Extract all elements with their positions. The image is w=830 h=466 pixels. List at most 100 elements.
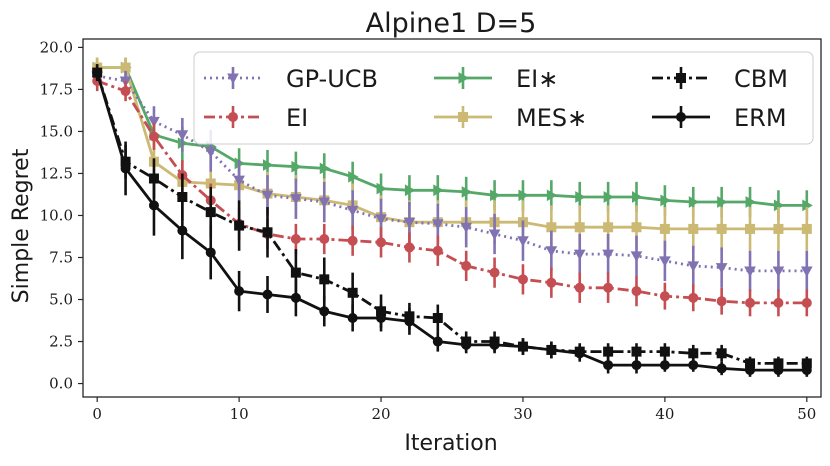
point-ei-star — [518, 189, 529, 202]
point-cbm — [347, 287, 358, 298]
point-ei-star — [745, 196, 757, 208]
point-erm — [92, 67, 103, 78]
y-tick-label: 12.5 — [40, 164, 73, 182]
point-ei — [461, 260, 472, 271]
point-gp-ucb — [715, 263, 728, 274]
point-gp-ucb — [148, 116, 160, 128]
point-erm — [290, 292, 301, 303]
point-cbm — [262, 227, 273, 238]
point-ei — [319, 234, 330, 245]
point-mes-star — [801, 223, 812, 234]
point-ei-star — [575, 191, 586, 203]
point-gp-ucb — [659, 256, 671, 267]
line-ei-star — [97, 66, 807, 207]
legend: GP-UCB EI EI∗ MES∗ CBM ERM — [193, 51, 814, 145]
y-tick-label: 5.0 — [49, 291, 73, 309]
y-tick-label: 0.0 — [49, 375, 73, 393]
point-cbm — [716, 348, 727, 359]
point-erm — [688, 360, 699, 371]
point-ei-star — [433, 184, 444, 197]
y-tick-label: 17.5 — [40, 80, 73, 98]
x-tick-label: 20 — [371, 405, 390, 423]
point-erm — [177, 225, 188, 236]
point-erm — [120, 163, 131, 174]
point-mes-star — [603, 222, 614, 233]
legend-marker — [458, 72, 470, 84]
point-gp-ucb — [375, 214, 387, 225]
y-tick-label: 20.0 — [40, 38, 73, 56]
legend-item-cbm: CBM — [652, 65, 788, 93]
point-gp-ucb — [772, 266, 785, 277]
point-ei — [801, 297, 812, 308]
x-tick-label: 40 — [655, 405, 674, 423]
x-tick-label: 50 — [797, 405, 816, 423]
point-ei-star — [461, 186, 473, 198]
x-tick-label: 0 — [92, 405, 102, 423]
legend-label: GP-UCB — [286, 65, 378, 93]
legend-item-erm: ERM — [652, 104, 787, 132]
legend-box — [193, 51, 814, 145]
point-ei — [574, 282, 585, 293]
point-gp-ucb — [744, 266, 756, 277]
legend-label: ERM — [734, 104, 787, 132]
point-ei — [347, 235, 358, 246]
legend-label: EI∗ — [516, 65, 558, 93]
point-ei-star — [688, 196, 700, 208]
point-gp-ucb — [488, 229, 501, 240]
point-erm — [716, 363, 727, 374]
legend-item-mes-star: MES∗ — [434, 104, 587, 132]
point-gp-ucb — [630, 251, 643, 262]
point-gp-ucb — [517, 236, 529, 247]
point-ei — [404, 242, 415, 253]
legend-label: MES∗ — [516, 104, 587, 132]
y-tick-label: 15.0 — [40, 122, 73, 140]
point-erm — [489, 339, 500, 350]
legend-marker — [676, 112, 686, 122]
point-ei-star — [291, 160, 302, 173]
legend-marker — [228, 112, 238, 122]
plot-frame — [82, 38, 822, 398]
point-ei — [376, 237, 387, 248]
point-cbm — [319, 274, 330, 285]
point-gp-ucb — [431, 219, 444, 230]
point-gp-ucb — [261, 190, 274, 202]
point-ei — [659, 291, 670, 302]
point-erm — [376, 313, 387, 324]
x-tick-label: 10 — [230, 405, 249, 423]
point-gp-ucb — [290, 194, 302, 205]
point-erm — [745, 365, 756, 376]
point-ei — [716, 296, 727, 307]
point-ei-star — [404, 184, 416, 197]
point-mes-star — [659, 223, 670, 234]
point-cbm — [234, 220, 245, 231]
point-erm — [517, 341, 528, 352]
point-ei — [773, 297, 784, 308]
legend-marker — [676, 73, 686, 83]
point-mes-star — [773, 223, 784, 234]
point-gp-ucb — [545, 246, 558, 257]
point-gp-ucb — [602, 249, 614, 261]
point-erm — [603, 360, 614, 371]
point-gp-ucb — [318, 197, 331, 209]
legend-item-gp-ucb: GP-UCB — [204, 65, 378, 93]
point-gp-ucb — [204, 147, 217, 158]
point-ei — [517, 274, 528, 285]
series-layer — [91, 57, 813, 377]
point-ei-star — [319, 162, 331, 175]
point-ei — [120, 86, 131, 97]
point-erm — [262, 289, 273, 300]
point-erm — [404, 316, 415, 327]
y-tick-label: 7.5 — [49, 248, 73, 266]
point-gp-ucb — [403, 217, 416, 229]
point-ei-star — [603, 191, 615, 203]
point-erm — [801, 365, 812, 376]
point-ei-star — [348, 170, 359, 183]
point-ei-star — [376, 182, 388, 195]
point-ei — [603, 282, 614, 293]
point-ei — [546, 277, 557, 288]
x-axis-label: Iteration — [404, 431, 497, 456]
point-ei-star — [490, 189, 501, 202]
point-cbm — [432, 313, 443, 324]
point-ei-star — [717, 196, 728, 208]
